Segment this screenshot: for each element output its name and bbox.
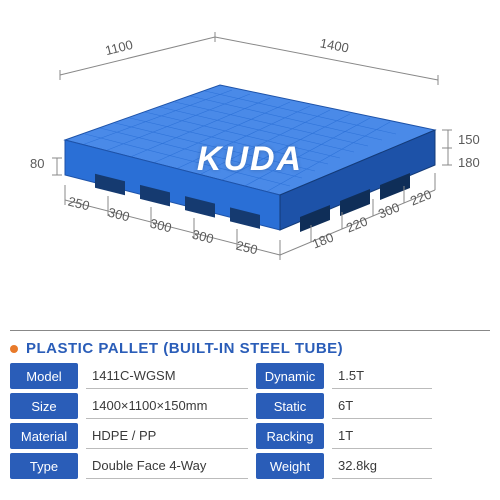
dim-80: 80 — [30, 156, 44, 171]
title-row: PLASTIC PALLET (BUILT-IN STEEL TUBE) — [10, 340, 490, 357]
product-image-area: KUDA 1100 1400 150 180 220 300 220 180 8… — [0, 0, 500, 330]
label-dynamic: Dynamic — [256, 363, 324, 389]
label-static: Static — [256, 393, 324, 419]
label-racking: Racking — [256, 423, 324, 449]
value-size: 1400×1100×150mm — [86, 393, 248, 419]
specs-section: PLASTIC PALLET (BUILT-IN STEEL TUBE) Mod… — [10, 340, 490, 479]
spec-grid: Model 1411C-WGSM Dynamic 1.5T Size 1400×… — [10, 363, 490, 479]
label-type: Type — [10, 453, 78, 479]
bullet-icon — [10, 345, 18, 353]
label-weight: Weight — [256, 453, 324, 479]
product-title: PLASTIC PALLET (BUILT-IN STEEL TUBE) — [26, 340, 343, 357]
label-model: Model — [10, 363, 78, 389]
dim-150: 150 — [458, 132, 480, 147]
product-card: KUDA 1100 1400 150 180 220 300 220 180 8… — [0, 0, 500, 500]
value-model: 1411C-WGSM — [86, 363, 248, 389]
value-material: HDPE / PP — [86, 423, 248, 449]
value-racking: 1T — [332, 423, 432, 449]
label-size: Size — [10, 393, 78, 419]
value-dynamic: 1.5T — [332, 363, 432, 389]
label-material: Material — [10, 423, 78, 449]
value-static: 6T — [332, 393, 432, 419]
dim-180a: 180 — [458, 155, 480, 170]
value-type: Double Face 4-Way — [86, 453, 248, 479]
brand-watermark: KUDA — [197, 140, 303, 179]
divider-line — [10, 330, 490, 331]
value-weight: 32.8kg — [332, 453, 432, 479]
